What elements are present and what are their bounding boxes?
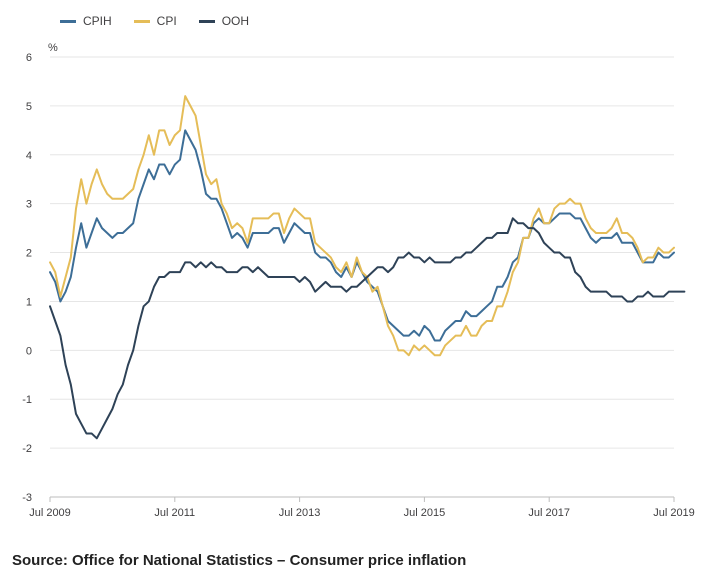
y-tick-label: 1 <box>26 296 32 308</box>
chart-legend: CPIH CPI OOH <box>60 14 249 28</box>
y-tick-label: 5 <box>26 101 32 113</box>
legend-label: CPI <box>156 14 177 28</box>
x-tick-label: Jul 2019 <box>653 507 695 519</box>
y-tick-label: 6 <box>26 52 32 64</box>
y-tick-label: -1 <box>22 394 32 406</box>
y-tick-label: 2 <box>26 248 32 260</box>
y-axis-label: % <box>48 42 58 54</box>
y-tick-label: 3 <box>26 199 32 211</box>
legend-label: CPIH <box>83 14 112 28</box>
legend-swatch <box>198 19 215 23</box>
y-tick-label: 4 <box>26 150 32 162</box>
legend-swatch <box>60 19 76 23</box>
legend-label: OOH <box>221 14 250 28</box>
y-tick-label: -2 <box>22 443 32 455</box>
x-tick-label: Jul 2009 <box>29 507 71 519</box>
legend-swatch <box>133 19 150 23</box>
legend-item-ooh: OOH <box>198 14 250 28</box>
series-line-cpi <box>49 95 675 357</box>
x-tick-label: Jul 2015 <box>404 507 446 519</box>
x-tick-label: Jul 2013 <box>279 507 321 519</box>
source-note: Source: Office for National Statistics –… <box>12 552 467 569</box>
line-chart: -3 -2 -1 0 1 2 3 4 5 6% Jul 2009 Jul 2011 Jul 2013 Ju… <box>22 42 695 519</box>
x-tick-label: Jul 2011 <box>154 507 195 519</box>
y-tick-label: -3 <box>22 492 32 504</box>
legend-item-cpi: CPI <box>133 14 177 28</box>
y-tick-label: 0 <box>26 345 32 357</box>
series-line-ooh <box>49 217 686 440</box>
x-tick-label: Jul 2017 <box>528 507 570 519</box>
legend-item-cpih: CPIH <box>60 14 112 28</box>
